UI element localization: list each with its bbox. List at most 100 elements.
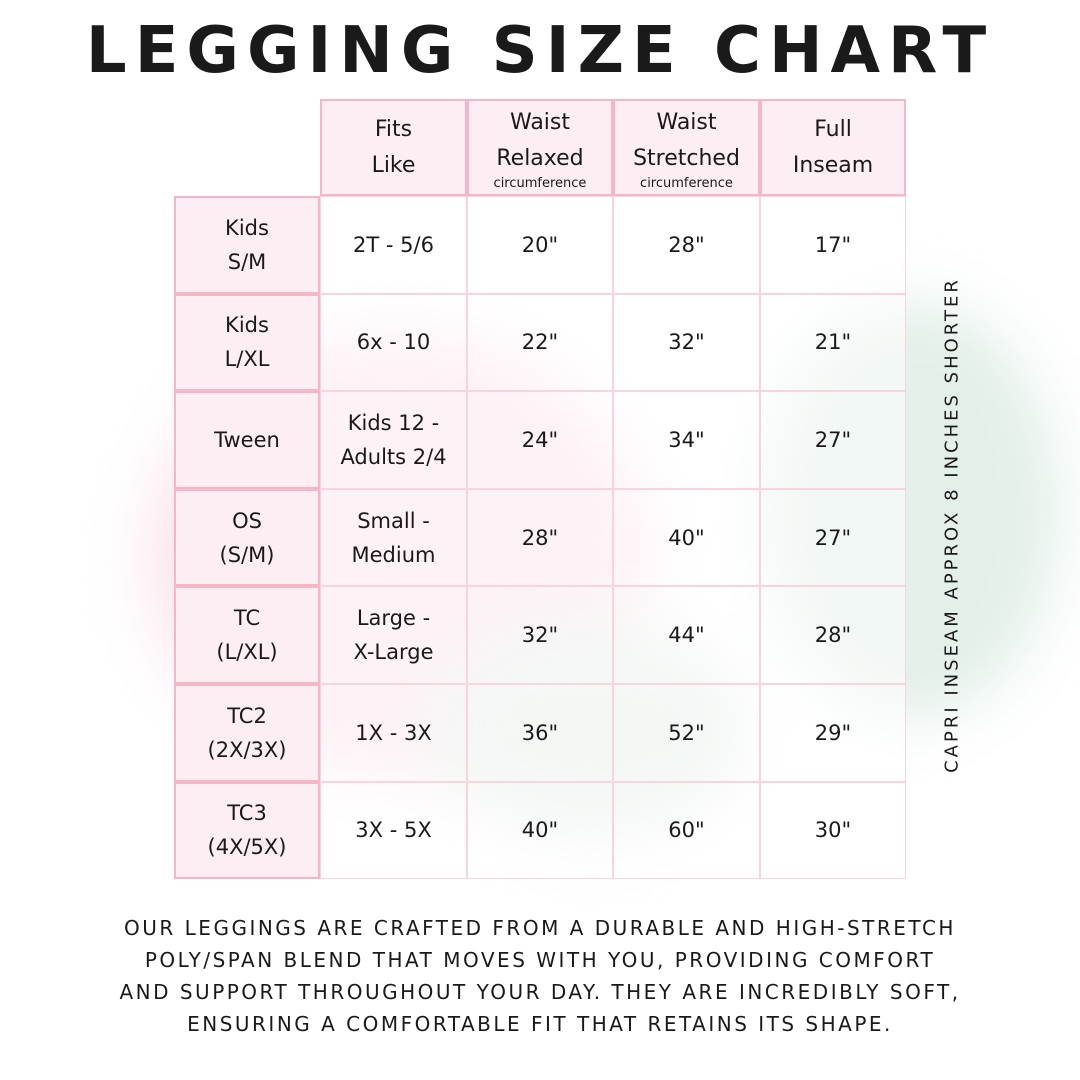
inseam-cell: 21" [760, 293, 906, 392]
waist-stretched-cell: 28" [613, 196, 760, 294]
row-header-size: Kids S/M [174, 196, 320, 294]
page-title: LEGGING SIZE CHART [85, 14, 995, 88]
waist-stretched-cell: 52" [613, 683, 760, 782]
table-corner [174, 99, 320, 196]
cell-text: 27" [814, 525, 852, 550]
cell-text: 20" [521, 232, 559, 257]
inseam-cell: 30" [760, 781, 906, 880]
row-header-size: OS (S/M) [174, 488, 320, 587]
cell-text: 3X - 5X [355, 818, 432, 843]
header-text: Waist [509, 109, 571, 135]
size-label: Kids [225, 313, 269, 338]
size-label: TC2 [227, 703, 267, 728]
fits-like-cell: 6x - 10 [320, 293, 467, 392]
cell-text: 22" [521, 330, 559, 355]
waist-stretched-cell: 60" [613, 781, 760, 880]
cell-text: 44" [668, 623, 705, 648]
cell-text: X-Large [353, 640, 434, 665]
size-label: (S/M) [219, 542, 275, 567]
description-line: ensuring a comfortable fit that retains … [187, 1012, 893, 1036]
row-header-size: Kids L/XL [174, 293, 320, 392]
cell-text: 32" [521, 623, 559, 648]
header-text: Full [814, 116, 852, 142]
size-label: (2X/3X) [207, 737, 287, 762]
description: Our leggings are crafted from a durable … [0, 912, 1080, 1040]
size-label: (4X/5X) [207, 835, 287, 860]
cell-text: Large - [356, 606, 431, 631]
cell-text: 40" [668, 525, 705, 550]
waist-stretched-cell: 32" [613, 293, 760, 392]
description-line: and support throughout your day. They ar… [119, 980, 961, 1004]
inseam-cell: 29" [760, 683, 906, 782]
cell-text: 21" [814, 330, 852, 355]
size-label: L/XL [224, 347, 270, 372]
header-subtext: circumference [640, 175, 733, 191]
waist-stretched-cell: 40" [613, 488, 760, 587]
cell-text: 28" [668, 232, 705, 257]
header-text: Relaxed [496, 145, 584, 171]
inseam-cell: 17" [760, 196, 906, 294]
size-label: Tween [214, 427, 280, 452]
column-header: Waist Relaxed circumference [467, 99, 613, 196]
cell-text: 17" [814, 232, 852, 257]
size-label: Kids [225, 215, 269, 240]
fits-like-cell: 1X - 3X [320, 683, 467, 782]
row-header-size: TC2 (2X/3X) [174, 683, 320, 782]
cell-text: 32" [668, 330, 705, 355]
row-header-size: TC (L/XL) [174, 586, 320, 684]
waist-stretched-cell: 44" [613, 586, 760, 684]
cell-text: 24" [521, 427, 559, 452]
cell-text: 30" [814, 818, 852, 843]
cell-text: 40" [521, 818, 559, 843]
header-text: Stretched [633, 145, 740, 171]
cell-text: 27" [814, 427, 852, 452]
cell-text: 28" [521, 525, 559, 550]
waist-relaxed-cell: 40" [467, 781, 613, 880]
header-subtext: circumference [493, 175, 587, 191]
waist-relaxed-cell: 24" [467, 391, 613, 489]
size-label: OS [232, 508, 262, 533]
cell-text: Small - [357, 508, 430, 533]
row-header-size: TC3 (4X/5X) [174, 781, 320, 880]
cell-text: 28" [814, 623, 852, 648]
row-header-size: Tween [174, 391, 320, 489]
column-header: Fits Like [320, 99, 467, 196]
cell-text: Medium [351, 542, 436, 567]
column-header: Waist Stretched circumference [613, 99, 760, 196]
fits-like-cell: Large - X-Large [320, 586, 467, 684]
size-label: (L/XL) [216, 640, 278, 665]
size-label: S/M [227, 249, 267, 274]
waist-stretched-cell: 34" [613, 391, 760, 489]
header-text: Like [371, 152, 416, 178]
waist-relaxed-cell: 36" [467, 683, 613, 782]
size-label: TC [233, 606, 261, 631]
cell-text: 2T - 5/6 [353, 232, 434, 257]
fits-like-cell: 2T - 5/6 [320, 196, 467, 294]
waist-relaxed-cell: 22" [467, 293, 613, 392]
cell-text: Kids 12 - [347, 410, 440, 435]
cell-text: Adults 2/4 [340, 444, 447, 469]
size-label: TC3 [227, 801, 267, 826]
cell-text: 29" [814, 720, 852, 745]
cell-text: 34" [668, 427, 705, 452]
waist-relaxed-cell: 28" [467, 488, 613, 587]
capri-note: CAPRI INSEAM APPROX 8 INCHES SHORTER [941, 277, 963, 773]
cell-text: 52" [668, 720, 705, 745]
cell-text: 1X - 3X [355, 720, 432, 745]
header-text: Waist [656, 109, 717, 135]
fits-like-cell: Kids 12 - Adults 2/4 [320, 391, 467, 489]
header-text: Fits [374, 116, 413, 142]
cell-text: 36" [521, 720, 559, 745]
waist-relaxed-cell: 20" [467, 196, 613, 294]
column-header: Full Inseam [760, 99, 906, 196]
cell-text: 6x - 10 [356, 330, 431, 355]
cell-text: 60" [668, 818, 705, 843]
description-line: Our leggings are crafted from a durable … [124, 916, 956, 940]
fits-like-cell: 3X - 5X [320, 781, 467, 880]
size-chart-table: Fits Like Waist Relaxed circumference Waist St… [174, 99, 906, 880]
inseam-cell: 28" [760, 586, 906, 684]
inseam-cell: 27" [760, 488, 906, 587]
description-line: poly/span blend that moves with you, pro… [144, 948, 936, 972]
fits-like-cell: Small - Medium [320, 488, 467, 587]
waist-relaxed-cell: 32" [467, 586, 613, 684]
